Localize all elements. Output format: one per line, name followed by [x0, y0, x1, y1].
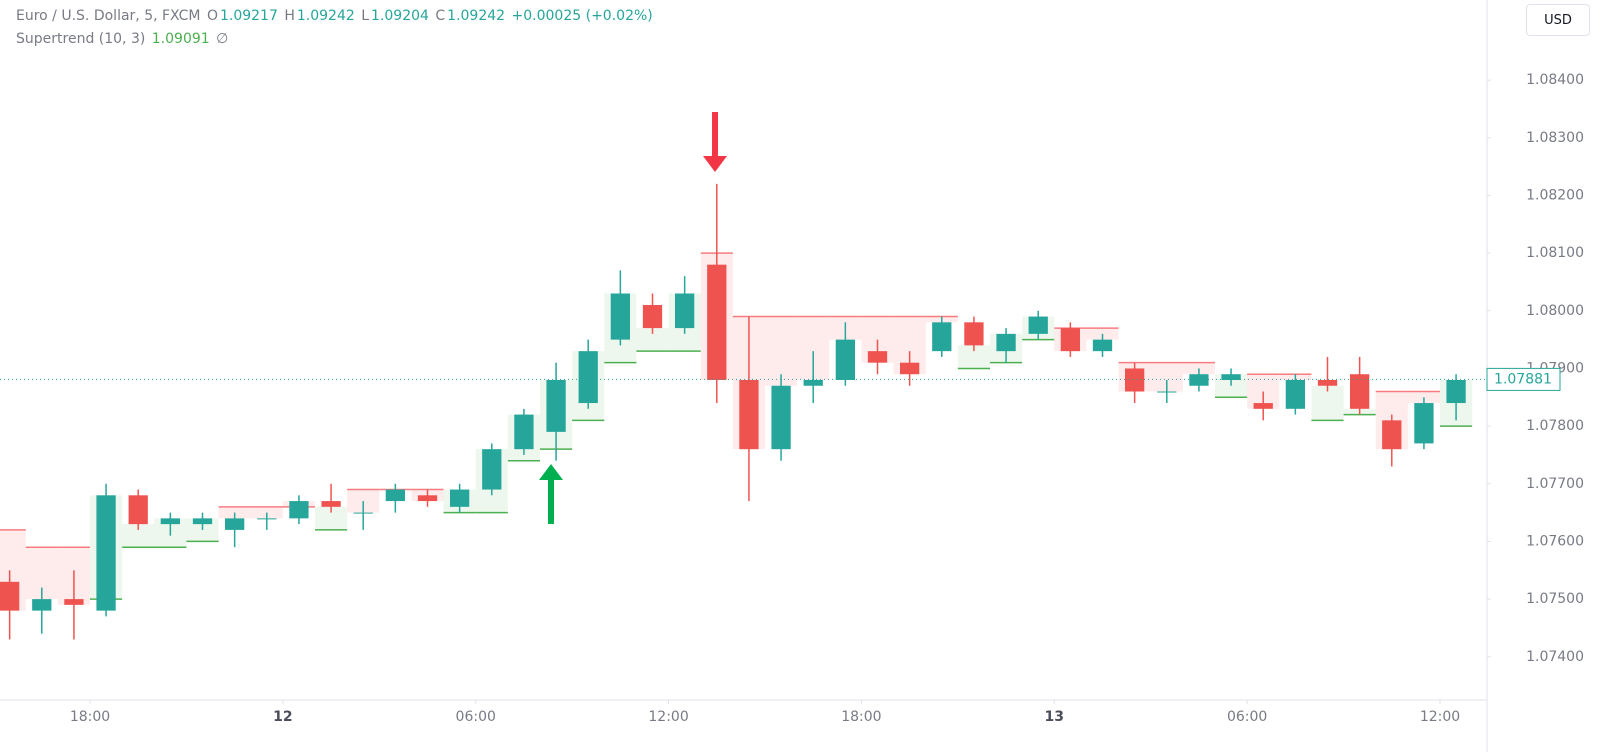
candle-body	[0, 581, 20, 611]
candle-body	[610, 293, 630, 340]
candle-body	[642, 305, 663, 329]
x-tick-label: 12:00	[648, 709, 688, 725]
candle-body	[1028, 316, 1048, 334]
candle-body	[900, 362, 920, 375]
indicator-legend: Supertrend (10, 3) 1.09091 ∅	[16, 31, 230, 47]
candle-body	[739, 379, 759, 450]
candle-body	[1317, 379, 1338, 386]
ohlc-label: H	[284, 8, 295, 24]
ohlc-label: L	[361, 8, 370, 24]
symbol-legend: Euro / U.S. Dollar, 5, FXCM O 1.09217 H 1.…	[16, 8, 655, 24]
candle-body	[675, 293, 695, 329]
x-tick-label: 12	[273, 709, 292, 725]
y-tick-label: 1.08100	[1526, 245, 1584, 261]
y-tick-label: 1.08200	[1526, 187, 1584, 203]
indicator-status: ∅	[216, 31, 229, 47]
y-tick-label: 1.08000	[1526, 303, 1584, 319]
candle-body	[1157, 391, 1177, 393]
trend-fill	[765, 316, 798, 386]
candle-body	[996, 333, 1016, 352]
candle-body	[964, 322, 984, 346]
x-tick-label: 06:00	[456, 709, 496, 725]
x-tick-label: 06:00	[1227, 709, 1267, 725]
candle-body	[514, 414, 534, 450]
candle-body	[450, 489, 470, 507]
y-tick-label: 1.07600	[1526, 533, 1584, 549]
y-tick-label: 1.08400	[1526, 72, 1584, 88]
candle-body	[578, 351, 598, 404]
symbol-title: Euro / U.S. Dollar, 5, FXCM	[16, 8, 201, 24]
candle-body	[1060, 328, 1080, 352]
candle-body	[1382, 420, 1402, 450]
candle-body	[1221, 374, 1241, 380]
indicator-label: Supertrend (10, 3)	[16, 31, 146, 47]
ohlc-value: 1.09242	[296, 8, 355, 24]
candle-body	[835, 339, 855, 380]
last-price-label: 1.07881	[1494, 371, 1552, 387]
y-tick-label: 1.07400	[1526, 649, 1584, 665]
candle-body	[803, 379, 823, 386]
candle-body	[32, 599, 52, 611]
indicator-value: 1.09091	[151, 31, 210, 47]
candle-body	[96, 495, 116, 611]
last-price-box	[1486, 367, 1561, 391]
trend-fill	[315, 506, 348, 530]
x-tick-label: 18:00	[841, 709, 881, 725]
candle-body	[1350, 374, 1370, 409]
y-tick-label: 1.08300	[1526, 130, 1584, 146]
trend-fill	[122, 524, 155, 548]
y-tick-label: 1.07500	[1526, 591, 1584, 607]
candle-body	[771, 385, 791, 450]
candle-body	[1253, 403, 1273, 409]
y-tick-label: 1.07800	[1526, 418, 1584, 434]
candle-body	[289, 501, 309, 519]
candle-body	[417, 495, 438, 502]
buy-arrow	[539, 464, 563, 524]
candle-body	[482, 449, 502, 490]
sell-arrow	[703, 112, 727, 172]
candle-body	[128, 495, 148, 525]
ohlc-label: O	[206, 8, 218, 24]
candle-body	[1125, 368, 1145, 392]
candle-body	[160, 518, 180, 525]
x-tick-label: 12:00	[1420, 709, 1460, 725]
candle-body	[257, 518, 277, 520]
trend-fill	[636, 328, 669, 352]
candle-body	[1414, 403, 1434, 444]
ohlc-value: 1.09242	[447, 8, 506, 24]
candle-body	[1189, 374, 1209, 386]
x-tick-label: 13	[1045, 709, 1064, 725]
candle-body	[192, 518, 213, 525]
candle-body	[1285, 379, 1305, 409]
ohlc-value: 1.09217	[219, 8, 278, 24]
candle-body	[225, 518, 245, 530]
y-tick-label: 1.07700	[1526, 476, 1584, 492]
candle-body	[932, 322, 952, 352]
change: +0.00025 (+0.02%)	[511, 8, 653, 24]
candle-body	[1446, 379, 1466, 404]
candle-body	[867, 351, 888, 363]
ohlc-label: C	[435, 8, 446, 24]
candle-body	[64, 599, 84, 605]
plot	[0, 183, 1473, 640]
candle-body	[321, 501, 341, 507]
candle-body	[707, 264, 727, 380]
currency-button[interactable]: USD	[1526, 4, 1590, 36]
trend-fill	[957, 345, 990, 369]
candle-body	[1092, 339, 1113, 352]
ohlc-value: 1.09204	[371, 8, 429, 24]
candle-body	[353, 512, 373, 514]
x-tick-label: 18:00	[70, 709, 110, 725]
candle-body	[546, 379, 566, 432]
candle-body	[385, 489, 405, 502]
